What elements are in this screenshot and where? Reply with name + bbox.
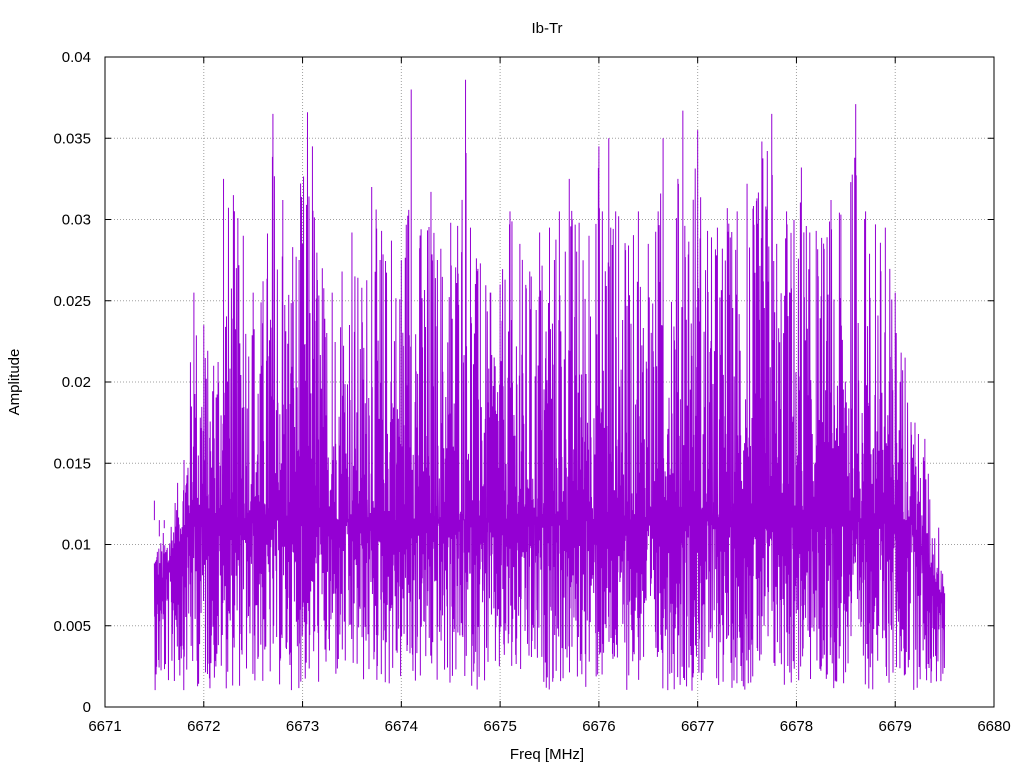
x-tick-label: 6677 <box>681 718 714 735</box>
x-axis-title: Freq [MHz] <box>510 746 584 763</box>
y-tick-label: 0.02 <box>62 374 91 391</box>
x-tick-label: 6672 <box>187 718 220 735</box>
y-tick-label: 0.01 <box>62 537 91 554</box>
ticks: 6671 6672 6673 6674 6675 6676 6677 6678 6679 6680… <box>53 49 1010 735</box>
x-tick-label: 6673 <box>286 718 319 735</box>
x-tick-label: 6676 <box>582 718 615 735</box>
y-tick-label: 0.035 <box>53 130 91 147</box>
x-tick-label: 6678 <box>780 718 813 735</box>
y-tick-label: 0.005 <box>53 618 91 635</box>
x-tick-label: 6675 <box>483 718 516 735</box>
y-tick-label: 0.025 <box>53 293 91 310</box>
x-tick-label: 6674 <box>385 718 418 735</box>
x-tick-label: 6671 <box>88 718 121 735</box>
y-tick-label: 0.015 <box>53 455 91 472</box>
x-tick-label: 6679 <box>879 718 912 735</box>
x-tick-label: 6680 <box>977 718 1010 735</box>
y-tick-label: 0.03 <box>62 212 91 229</box>
series-line <box>153 79 946 691</box>
y-tick-label: 0.04 <box>62 49 91 66</box>
y-axis-title: Amplitude <box>6 349 23 416</box>
series-layer <box>153 79 946 691</box>
chart-title: Ib-Tr <box>531 20 562 37</box>
y-tick-label: 0 <box>83 699 91 716</box>
